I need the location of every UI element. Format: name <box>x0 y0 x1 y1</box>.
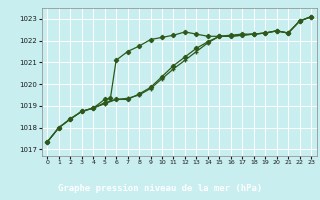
Text: Graphe pression niveau de la mer (hPa): Graphe pression niveau de la mer (hPa) <box>58 184 262 193</box>
